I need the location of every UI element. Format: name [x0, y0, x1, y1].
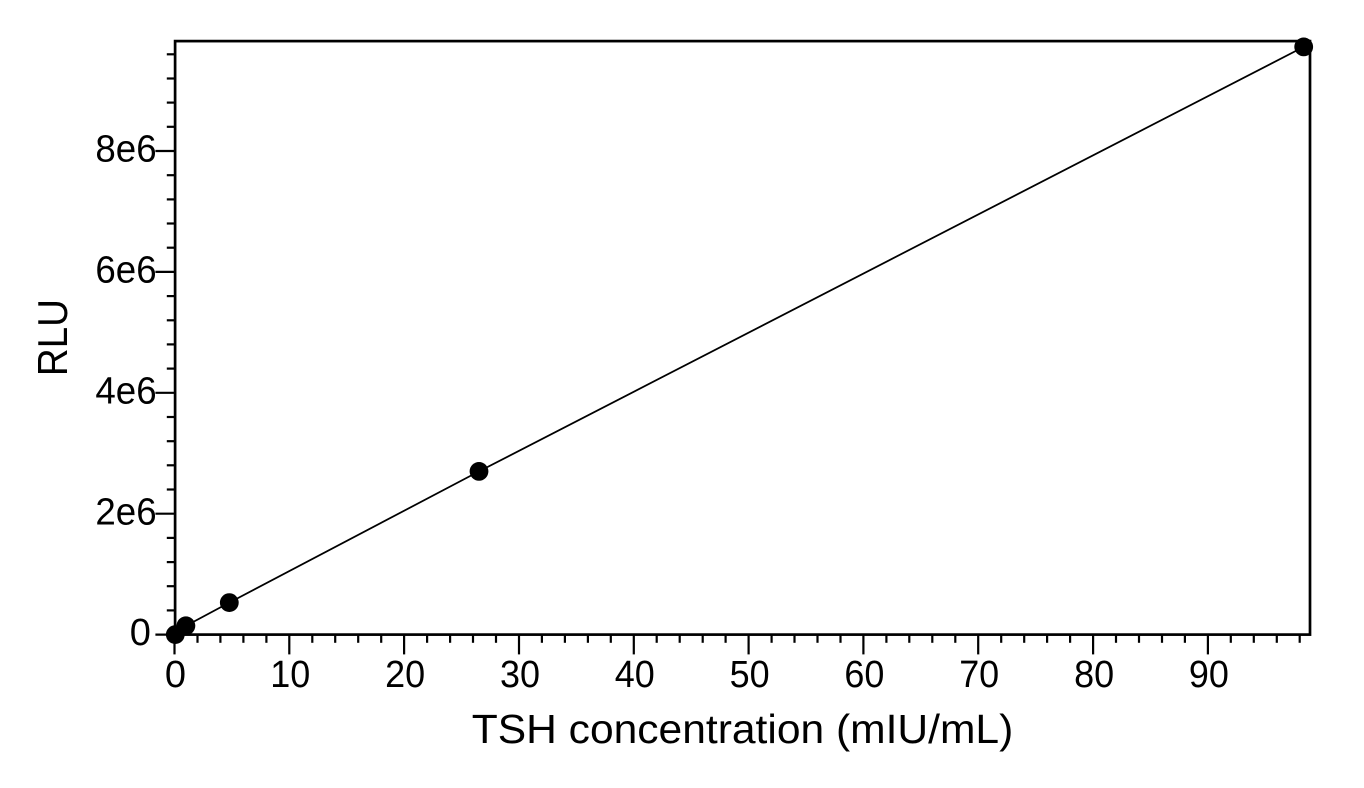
svg-text:10: 10	[270, 654, 310, 696]
svg-text:2e6: 2e6	[95, 491, 156, 533]
svg-text:TSH concentration (mIU/mL): TSH concentration (mIU/mL)	[472, 706, 1014, 752]
svg-text:0: 0	[165, 654, 186, 696]
svg-text:4e6: 4e6	[95, 370, 156, 412]
svg-text:80: 80	[1074, 654, 1114, 696]
svg-text:6e6: 6e6	[95, 250, 156, 292]
svg-text:70: 70	[959, 654, 999, 696]
svg-text:0: 0	[130, 612, 151, 654]
svg-text:30: 30	[500, 654, 540, 696]
svg-text:20: 20	[385, 654, 425, 696]
svg-text:RLU: RLU	[29, 299, 76, 376]
svg-text:40: 40	[615, 654, 655, 696]
svg-text:60: 60	[844, 654, 884, 696]
svg-text:50: 50	[730, 654, 770, 696]
svg-text:90: 90	[1189, 654, 1229, 696]
svg-text:8e6: 8e6	[95, 129, 156, 171]
